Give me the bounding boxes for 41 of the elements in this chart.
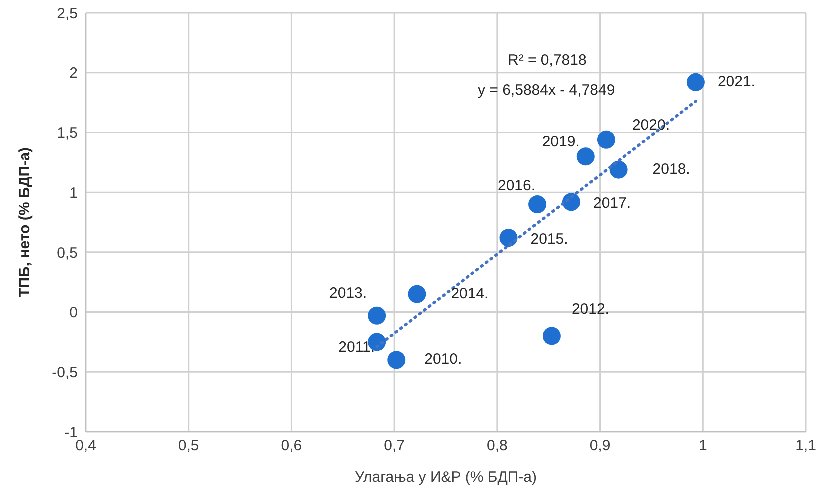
y-tick-label: 1 (70, 184, 78, 202)
point (542, 327, 561, 346)
point (597, 130, 616, 149)
annotation: 2015. (530, 231, 568, 248)
x-tick-label: 0,4 (76, 438, 96, 455)
point (408, 285, 426, 304)
x-tick-label: 1,1 (796, 438, 816, 455)
annotation: 2012. (572, 301, 610, 318)
point (500, 229, 518, 248)
x-axis-title: Улагања у И&Р (% БДП-а) (354, 469, 538, 486)
annotation: 2011. (338, 339, 376, 356)
point (388, 351, 406, 370)
y-tick-label: 0,5 (57, 244, 78, 262)
y-tick-label: 2,5 (57, 5, 78, 22)
annotation: y = 6,5884x - 4,7849 (478, 82, 616, 99)
point (686, 73, 705, 92)
annotation: 2018. (652, 160, 690, 178)
y-tick-label: 0 (70, 304, 78, 322)
annotation: 2014. (451, 285, 489, 302)
x-tick-label: 0,8 (487, 438, 508, 455)
annotation: 2019. (542, 134, 580, 151)
y-tick-label: 2 (70, 65, 78, 82)
point (528, 196, 547, 214)
x-tick-label: 1 (698, 438, 708, 455)
x-tick-label: 0,9 (590, 438, 611, 455)
y-tick-label: -0,5 (52, 364, 78, 382)
y-tick-label: 1,5 (57, 125, 78, 142)
point (576, 148, 595, 166)
x-tick-label: 0,7 (384, 438, 405, 455)
x-tick-label: 0,5 (178, 438, 200, 455)
y-axis-title: ТПБ, нето (% БДП-а) (16, 148, 34, 298)
point (610, 160, 628, 179)
x-tick-label: 0,6 (281, 438, 302, 455)
point (368, 306, 386, 325)
annotation: 2021. (718, 73, 756, 90)
annotation: 2013. (330, 284, 368, 302)
annotation: 2017. (593, 195, 632, 212)
annotation: 2010. (424, 351, 462, 368)
annotation: R² = 0,7818 (508, 52, 587, 69)
y-tick-label: -1 (64, 424, 78, 442)
annotation: 2016. (498, 178, 536, 195)
